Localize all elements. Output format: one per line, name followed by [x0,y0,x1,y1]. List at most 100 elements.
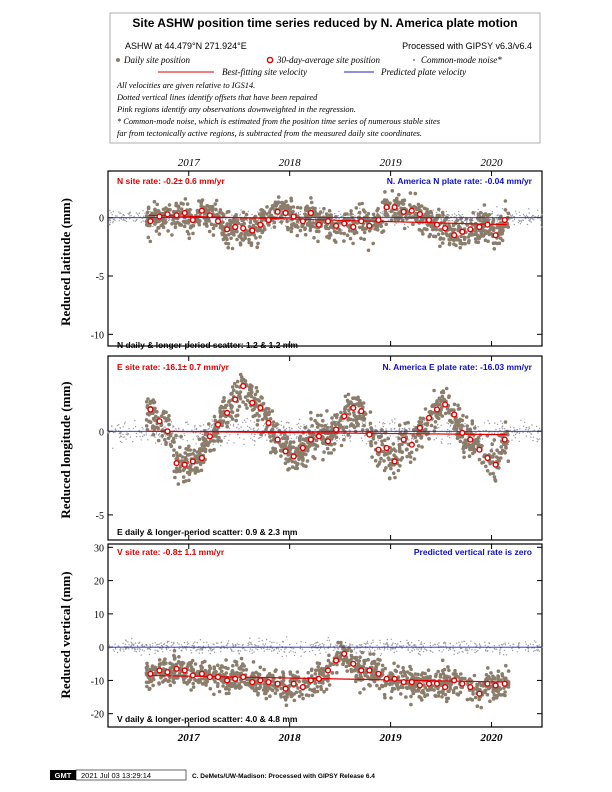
daily-point [452,242,456,246]
daily-point [238,396,243,401]
common-mode-point [415,645,417,647]
common-mode-point [117,645,119,647]
common-mode-point [419,650,421,653]
common-mode-point [418,653,420,655]
common-mode-point [511,649,514,652]
common-mode-point [108,219,110,222]
common-mode-point [514,429,516,431]
daily-point [408,460,413,465]
daily-point [204,218,208,223]
common-mode-point [119,650,122,652]
daily-point [187,232,191,236]
common-mode-point [400,645,403,647]
daily-point [388,461,393,466]
top-year-labels: 2017 2018 2019 2020 [178,157,503,169]
daily-point [355,416,360,421]
common-mode-point [211,426,213,428]
daily-point [229,392,233,396]
daily-point [389,466,393,471]
common-mode-point [285,655,288,657]
daily-point [321,219,326,224]
note-1: All velocities are given relative to IGS… [116,81,255,90]
daily-point [390,689,394,694]
daily-point [349,212,353,216]
common-mode-point [193,647,195,649]
common-mode-point [449,436,451,439]
common-mode-point [298,426,300,428]
common-mode-point [391,419,393,421]
daily-point [225,424,229,429]
common-mode-point [327,637,329,639]
common-mode-point [128,213,130,216]
daily-point [303,232,308,237]
daily-point [366,211,371,216]
common-mode-point [446,431,448,433]
daily-point [332,229,337,233]
daily-point [314,212,318,216]
daily-point [405,676,410,680]
common-mode-point [298,222,300,225]
common-mode-point [353,649,355,651]
common-mode-point [369,645,371,647]
daily-point [404,447,409,452]
daily-point [461,413,465,418]
common-mode-point [250,437,252,439]
daily-point [220,413,225,418]
common-mode-point [495,648,498,650]
daily-point [285,219,289,224]
common-mode-point [142,435,144,438]
common-mode-point [297,422,300,425]
daily-point [193,662,198,666]
common-mode-point [199,648,201,650]
daily-point [284,199,288,204]
common-mode-point [128,428,130,430]
common-mode-point [361,644,363,646]
common-mode-point [499,653,501,655]
common-mode-point [264,643,267,645]
daily-point [269,439,273,443]
daily-point [255,423,260,427]
daily-point [176,209,180,213]
common-mode-point [503,428,506,430]
daily-point [326,658,331,663]
common-mode-point [285,225,287,227]
common-mode-point [374,425,376,427]
common-mode-point [475,211,477,213]
daily-point [279,454,283,458]
ytick-label: 20 [94,577,104,588]
daily-point [201,460,206,465]
common-mode-point [479,647,481,650]
common-mode-point [495,428,497,431]
common-mode-point [537,209,539,211]
common-mode-point [336,644,338,647]
daily-point [151,432,156,437]
daily-point [499,445,504,449]
daily-point [311,454,315,459]
daily-point [444,699,449,704]
daily-point [291,440,296,444]
daily-point [217,435,221,440]
daily-point [397,436,401,441]
common-mode-point [299,427,301,430]
common-mode-point [214,651,216,653]
common-mode-point [514,437,516,439]
daily-point [334,240,338,244]
daily-point [352,413,357,418]
common-mode-point [187,423,189,426]
daily-point [309,417,313,421]
common-mode-point [364,651,366,653]
common-mode-point [419,643,421,645]
daily-point [383,209,388,214]
daily-point [387,476,392,480]
common-mode-point [522,219,524,221]
average-point [383,204,390,211]
common-mode-point [337,215,339,217]
common-mode-point [438,649,440,652]
common-mode-point [273,648,275,650]
daily-point [312,236,316,240]
average-point [282,209,289,217]
common-mode-point [250,428,252,430]
common-mode-point [111,214,114,216]
daily-point [178,469,182,474]
common-mode-point [443,641,446,643]
